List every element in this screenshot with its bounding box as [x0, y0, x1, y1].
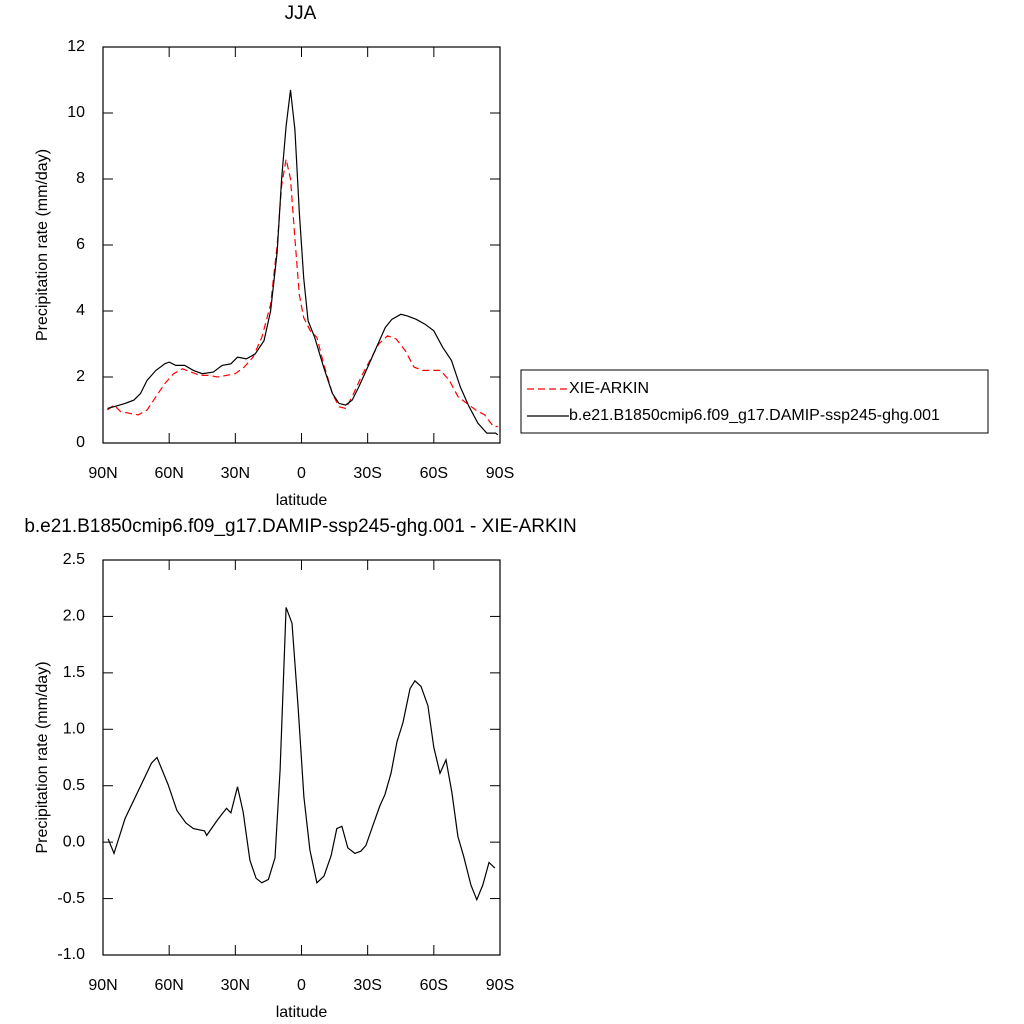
y-tick-label: 8	[76, 170, 85, 187]
x-tick-label: 30N	[221, 465, 250, 482]
y-tick-label: 1.0	[63, 721, 85, 738]
x-tick-label: 30S	[353, 977, 381, 994]
y-tick-label: 0.0	[63, 833, 85, 850]
chart-title: JJA	[285, 3, 317, 24]
y-tick-label: 0.5	[63, 777, 85, 794]
x-tick-label: 30S	[353, 465, 381, 482]
y-tick-label: 12	[67, 38, 85, 55]
x-tick-label: 90S	[486, 465, 514, 482]
x-tick-label: 60N	[154, 977, 183, 994]
y-axis-label: Precipitation rate (mm/day)	[34, 661, 51, 853]
plot-frame	[102, 46, 501, 444]
series-line	[107, 607, 496, 902]
y-tick-label: 2.0	[63, 608, 85, 625]
y-axis-label: Precipitation rate (mm/day)	[34, 149, 51, 341]
y-tick-label: 2.5	[63, 551, 85, 568]
legend-label: b.e21.B1850cmip6.f09_g17.DAMIP-ssp245-gh…	[569, 407, 940, 424]
plot-frame	[102, 559, 501, 956]
y-tick-label: 4	[76, 302, 85, 319]
x-tick-label: 90N	[88, 977, 117, 994]
x-tick-label: 90N	[88, 465, 117, 482]
legend-box	[520, 369, 989, 434]
legend-label: XIE-ARKIN	[569, 380, 649, 397]
x-tick-label: 90S	[486, 977, 514, 994]
x-tick-label: 60N	[154, 465, 183, 482]
y-tick-label: -0.5	[57, 890, 85, 907]
series-line	[107, 159, 498, 428]
x-tick-label: 60S	[420, 465, 448, 482]
y-tick-label: 0	[76, 434, 85, 451]
x-tick-label: 0	[297, 977, 306, 994]
x-tick-label: 0	[297, 465, 306, 482]
x-tick-label: 30N	[221, 977, 250, 994]
y-tick-label: -1.0	[57, 946, 85, 963]
y-tick-label: 10	[67, 104, 85, 121]
y-tick-label: 6	[76, 236, 85, 253]
y-tick-label: 1.5	[63, 664, 85, 681]
x-axis-label: latitude	[276, 492, 328, 509]
chart-title: b.e21.B1850cmip6.f09_g17.DAMIP-ssp245-gh…	[24, 516, 576, 537]
x-tick-label: 60S	[420, 977, 448, 994]
y-tick-label: 2	[76, 368, 85, 385]
x-axis-label: latitude	[276, 1004, 328, 1021]
series-line	[107, 89, 499, 436]
